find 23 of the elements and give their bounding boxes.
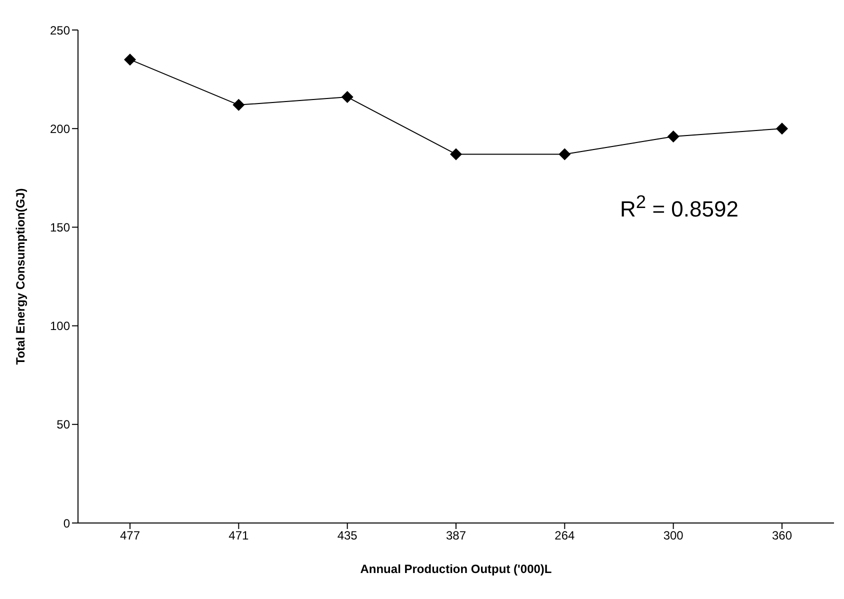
point — [558, 148, 571, 160]
annotation: R$^{2}$ = 0.8592 — [620, 191, 738, 222]
y-tick-label: 0 — [63, 516, 70, 530]
point — [450, 148, 462, 160]
x-tick-label: 264 — [554, 528, 575, 543]
x-tick-label: 360 — [772, 528, 792, 543]
y-tick-label: 200 — [50, 122, 70, 136]
x-tick-label: 387 — [446, 528, 466, 543]
point — [341, 91, 354, 104]
x-tick-label: 300 — [663, 528, 684, 543]
y-tick-label: 50 — [56, 418, 70, 432]
point — [667, 130, 680, 142]
y-tick-label: 150 — [50, 220, 70, 234]
x-axis-title: Annual Production Output ('000)L — [360, 562, 552, 576]
point — [124, 54, 136, 66]
x-tick-label: 471 — [228, 528, 249, 543]
y-axis-title: Total Energy Consumption(GJ) — [13, 188, 28, 365]
point — [776, 122, 788, 135]
point — [232, 98, 245, 111]
x-tick-label: 477 — [120, 528, 140, 543]
y-tick-label: 250 — [50, 23, 70, 38]
y-tick-label: 100 — [50, 319, 70, 334]
x-tick-label: 435 — [337, 528, 358, 543]
